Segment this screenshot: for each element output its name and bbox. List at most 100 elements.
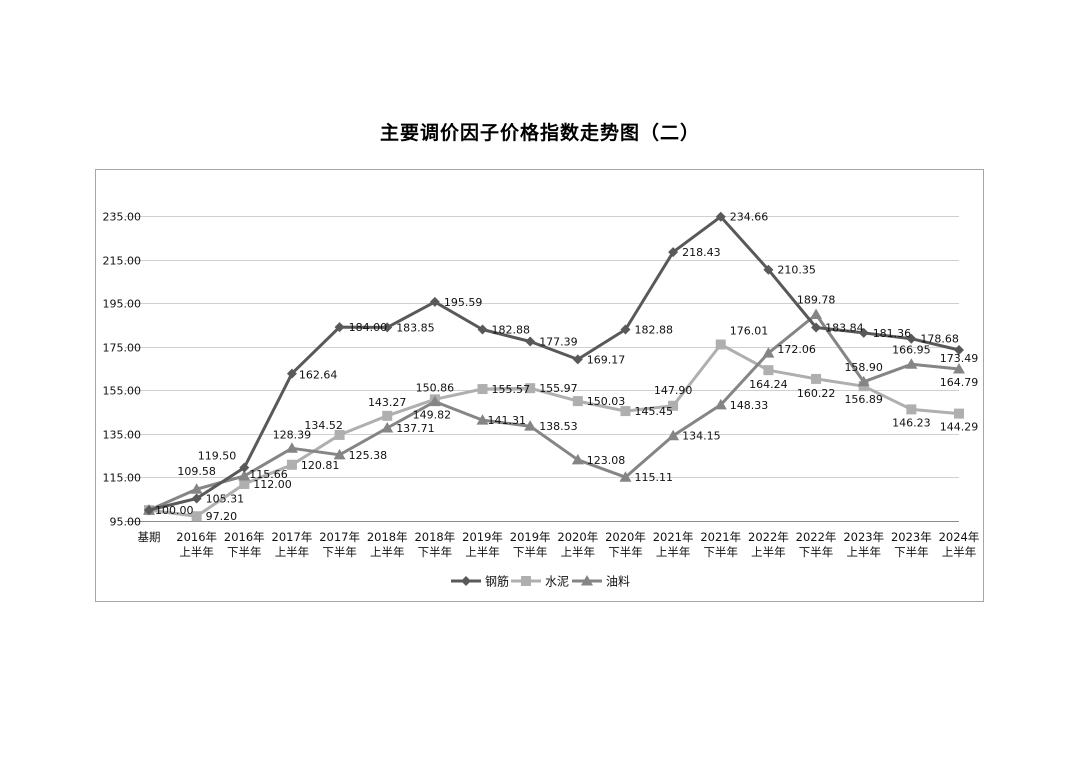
x-tick-label: 2023年 xyxy=(843,530,884,544)
square-marker xyxy=(334,429,345,440)
data-label: 144.29 xyxy=(940,421,979,434)
x-tick-sublabel: 上半年 xyxy=(656,545,691,559)
diamond-marker xyxy=(715,211,726,222)
x-tick-label: 2021年 xyxy=(653,530,694,544)
x-tick-label: 2019年 xyxy=(510,530,551,544)
x-tick-sublabel: 下半年 xyxy=(227,545,262,559)
diamond-marker xyxy=(477,324,488,335)
data-labels: 100.00 105.31 119.50 162.64 184.00 183.85 195.… xyxy=(155,211,978,524)
square-marker xyxy=(191,511,202,522)
x-tick-label: 2021年 xyxy=(700,530,741,544)
data-label: 181.36 xyxy=(873,327,912,340)
triangle-marker xyxy=(476,414,489,425)
data-label: 146.23 xyxy=(892,416,931,429)
data-label: 134.15 xyxy=(682,430,721,443)
legend-item: 水泥 xyxy=(511,575,569,589)
x-tick-sublabel: 上半年 xyxy=(370,545,405,559)
triangle-marker xyxy=(953,362,965,374)
x-tick-label: 2018年 xyxy=(414,530,455,544)
diamond-marker xyxy=(334,322,345,333)
x-tick-label: 2020年 xyxy=(605,530,646,544)
data-label: 147.90 xyxy=(654,384,693,397)
x-tick-sublabel: 下半年 xyxy=(513,545,548,559)
diamond-marker xyxy=(811,322,822,333)
diamond-marker xyxy=(286,368,297,379)
series-line xyxy=(148,215,960,512)
data-label: 115.11 xyxy=(635,471,674,484)
data-label: 176.01 xyxy=(730,325,769,338)
data-label: 137.71 xyxy=(396,422,435,435)
triangle-marker xyxy=(381,421,394,433)
x-tick-label: 2023年 xyxy=(891,530,932,544)
diamond-marker xyxy=(191,493,202,504)
square-marker xyxy=(620,406,631,417)
triangle-marker xyxy=(905,358,918,369)
data-label: 128.39 xyxy=(273,428,312,441)
diamond-marker xyxy=(144,505,154,516)
x-tick-label: 2016年 xyxy=(224,530,265,544)
square-marker xyxy=(954,408,964,419)
data-label: 148.33 xyxy=(730,399,769,412)
data-label: 195.59 xyxy=(444,296,483,309)
data-label: 97.20 xyxy=(206,510,238,523)
chart-title: 主要调价因子价格指数走势图（二） xyxy=(379,122,700,144)
data-label: 155.97 xyxy=(539,382,578,395)
data-label: 105.31 xyxy=(206,493,245,506)
data-label: 169.17 xyxy=(587,353,626,366)
square-marker xyxy=(525,383,536,394)
legend-label: 油料 xyxy=(606,575,630,589)
data-label: 178.68 xyxy=(920,333,959,346)
data-label: 138.53 xyxy=(539,420,578,433)
data-label: 210.35 xyxy=(777,264,816,277)
data-label: 123.08 xyxy=(587,454,626,467)
square-marker xyxy=(763,365,774,376)
triangle-marker xyxy=(762,347,775,358)
y-axis: 95.00 115.00 135.00 155.00 175.00 195.00 215.0… xyxy=(103,211,142,529)
x-tick-sublabel: 上半年 xyxy=(275,545,310,559)
data-label: 158.90 xyxy=(844,361,883,374)
diamond-marker xyxy=(858,327,869,338)
triangle-marker xyxy=(190,483,203,494)
series-triangle xyxy=(143,308,965,515)
y-tick-label: 195.00 xyxy=(103,298,142,311)
data-label: 218.43 xyxy=(682,246,721,259)
data-label: 184.00 xyxy=(349,321,388,334)
square-marker xyxy=(715,339,726,350)
series-line xyxy=(148,343,960,518)
data-label: 134.52 xyxy=(304,419,343,432)
series-line xyxy=(148,313,960,512)
diamond-marker xyxy=(620,324,631,335)
triangle-marker xyxy=(857,375,870,387)
diamond-marker xyxy=(239,462,250,473)
x-tick-label: 2018年 xyxy=(367,530,408,544)
data-label: 183.85 xyxy=(396,321,435,334)
square-marker xyxy=(382,410,393,421)
legend-item: 钢筋 xyxy=(451,574,509,589)
y-tick-label: 115.00 xyxy=(103,472,142,485)
x-tick-label: 2020年 xyxy=(557,530,598,544)
square-marker xyxy=(668,400,679,411)
legend-item: 油料 xyxy=(572,575,630,589)
square-marker xyxy=(477,384,488,395)
x-tick-sublabel: 下半年 xyxy=(418,545,453,559)
square-marker xyxy=(521,576,531,586)
chart-frame xyxy=(95,169,984,602)
data-label: 141.31 xyxy=(488,414,527,427)
x-tick-sublabel: 上半年 xyxy=(942,545,977,559)
data-label: 143.27 xyxy=(368,396,407,409)
x-tick-label: 2016年 xyxy=(176,530,217,544)
diamond-marker xyxy=(382,322,393,333)
x-tick-label: 2017年 xyxy=(319,530,360,544)
data-label: 119.50 xyxy=(198,450,237,463)
data-label: 177.39 xyxy=(539,336,578,349)
triangle-marker xyxy=(285,442,298,453)
x-tick-sublabel: 下半年 xyxy=(704,545,739,559)
data-label: 183.84 xyxy=(825,322,864,335)
x-tick-sublabel: 上半年 xyxy=(179,545,214,559)
y-tick-label: 95.00 xyxy=(110,516,142,529)
x-tick-sublabel: 上半年 xyxy=(846,545,881,559)
data-label: 182.88 xyxy=(635,324,674,337)
x-tick-label: 2024年 xyxy=(939,530,980,544)
data-label: 162.64 xyxy=(299,369,338,382)
